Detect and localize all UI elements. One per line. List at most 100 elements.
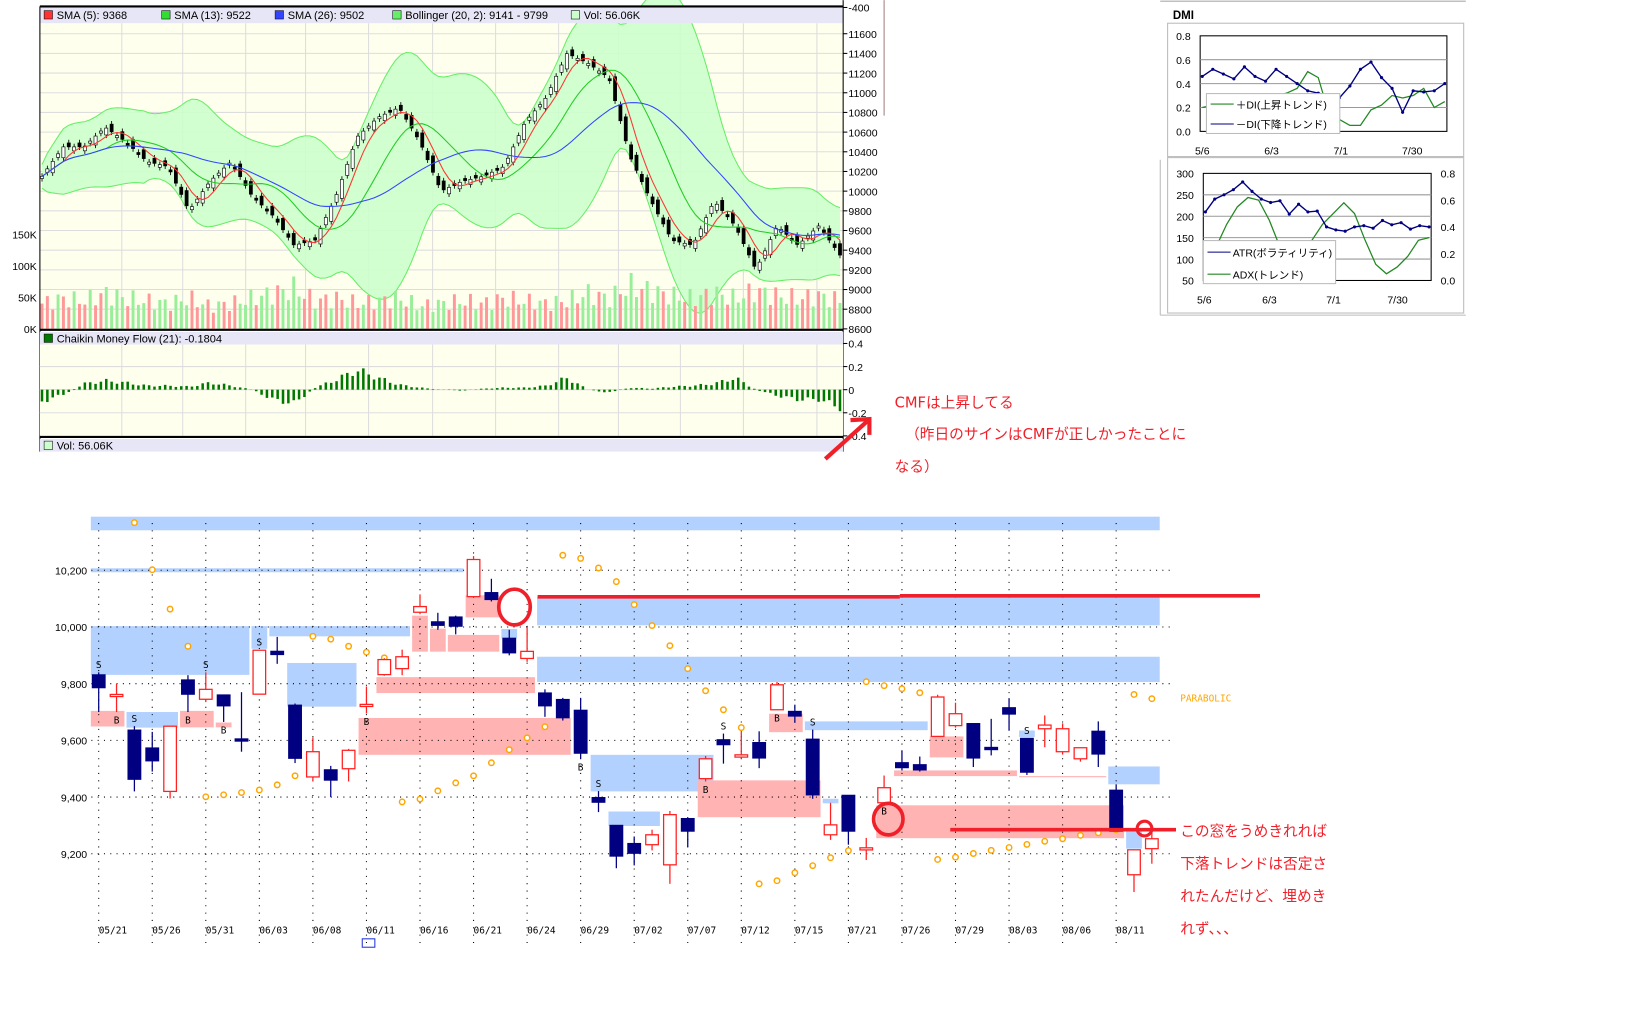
candle-body xyxy=(859,847,874,851)
candle-body xyxy=(770,684,784,711)
candle-body xyxy=(270,205,275,216)
candle xyxy=(1019,737,1034,775)
volume-bar xyxy=(581,297,585,329)
cmf-bar xyxy=(549,385,553,390)
candle xyxy=(466,556,481,598)
volume-bar xyxy=(163,299,167,329)
candle-body xyxy=(554,75,559,92)
price-legend-bar xyxy=(39,7,844,24)
cmf-bar xyxy=(656,387,660,390)
gap-down-zone xyxy=(1108,766,1160,785)
volume-bar xyxy=(592,305,596,329)
candle-body xyxy=(573,709,588,754)
candle-body xyxy=(639,173,644,182)
sar-dot xyxy=(327,635,335,643)
candle-body xyxy=(741,228,746,245)
date-label: 08/11 xyxy=(1116,926,1145,937)
candle-body xyxy=(297,243,301,250)
cmf-bar xyxy=(415,387,419,390)
sell-signal-label: S xyxy=(810,717,816,728)
cmf-bar xyxy=(779,389,783,398)
sell-signal-label: S xyxy=(132,714,138,725)
candle-body xyxy=(415,131,419,138)
candle-body xyxy=(216,172,221,176)
candle-body xyxy=(91,674,106,689)
sell-signal-label: S xyxy=(721,721,727,732)
atr-point xyxy=(1297,202,1301,206)
minus-di-point xyxy=(1443,82,1447,86)
candle-body xyxy=(120,131,125,140)
volume-bar xyxy=(458,304,462,329)
sell-signal-label: S xyxy=(257,637,263,648)
candle xyxy=(841,794,856,845)
cmf-bar xyxy=(720,380,724,390)
cmf-legend-bar xyxy=(39,331,844,345)
candle xyxy=(805,729,820,799)
volume-bar xyxy=(774,287,778,329)
candle xyxy=(1109,784,1124,832)
candle-body xyxy=(609,824,624,857)
candle-body xyxy=(645,177,650,194)
cmf-bar xyxy=(517,387,520,390)
candle xyxy=(555,697,570,721)
cmf-bar xyxy=(222,383,226,390)
candle-body xyxy=(366,125,371,129)
cmf-bar xyxy=(753,388,756,390)
sar-dot xyxy=(880,682,888,690)
cmf-bar xyxy=(431,389,435,390)
volume-bar xyxy=(570,289,574,329)
candle xyxy=(216,694,231,722)
cmf-bar xyxy=(678,385,681,390)
price-legend: SMA (5): 9368 SMA (13): 9522 SMA (26): 950… xyxy=(43,10,641,22)
candle xyxy=(948,702,963,728)
sar-dot xyxy=(184,642,192,650)
volume-bar xyxy=(190,290,194,329)
cmf-bar xyxy=(271,389,274,398)
vol-legend-bar xyxy=(39,439,844,452)
date-label: 07/15 xyxy=(795,926,823,937)
sar-dot xyxy=(273,781,281,789)
volume-bar xyxy=(463,305,467,329)
volume-bar xyxy=(270,304,274,329)
cmf-bar xyxy=(651,388,654,390)
legend-item: SMA (5): 9368 xyxy=(43,10,127,22)
sar-dot xyxy=(1130,690,1138,698)
atr-date-label: 6/3 xyxy=(1262,295,1277,307)
candle-body xyxy=(184,190,189,207)
candle-body xyxy=(645,834,659,846)
candle-body xyxy=(1002,707,1016,715)
dmi-tick-label: 0.6 xyxy=(1176,55,1191,67)
dmi-legend-box xyxy=(1205,93,1341,134)
cmf-note-line: CMFは上昇してる xyxy=(895,395,1014,412)
atr-date-label: 7/1 xyxy=(1326,295,1341,307)
volume-bar xyxy=(420,306,424,329)
candle-body xyxy=(104,127,109,136)
gap-note-line: この窓をうめきれれば xyxy=(1180,822,1327,840)
candle-body xyxy=(190,206,194,211)
buy-signal-label: B xyxy=(881,806,887,817)
candle xyxy=(288,703,302,764)
volume-bar xyxy=(142,303,146,329)
legend-item: Bollinger (20, 2): 9141 - 9799 xyxy=(392,10,548,22)
price-tick-label: 10000 xyxy=(848,186,877,198)
gap-up-zone xyxy=(215,722,232,728)
sar-dot xyxy=(505,746,513,754)
minus-di-legend-label: －DI(下降トレンド) xyxy=(1236,118,1327,131)
bottom-gridlines xyxy=(91,523,1171,946)
cmf-bar xyxy=(833,389,836,407)
candle-body xyxy=(720,200,725,211)
price-tick-label: 9800 xyxy=(848,206,872,218)
volume-bar xyxy=(126,306,130,329)
candle xyxy=(859,837,874,861)
volume-bar xyxy=(533,309,537,329)
minus-di-point xyxy=(1401,110,1405,114)
cmf-bar xyxy=(121,381,124,390)
candle-body xyxy=(591,797,606,803)
gap-note-line: れず、、、 xyxy=(1180,921,1238,938)
cmf-bar xyxy=(308,389,312,392)
gap-down-zone xyxy=(269,626,411,637)
candle-body xyxy=(436,175,441,186)
y-tick-label: 10,200 xyxy=(55,565,87,577)
date-label: 05/26 xyxy=(152,926,181,937)
atr-point xyxy=(1418,224,1422,228)
